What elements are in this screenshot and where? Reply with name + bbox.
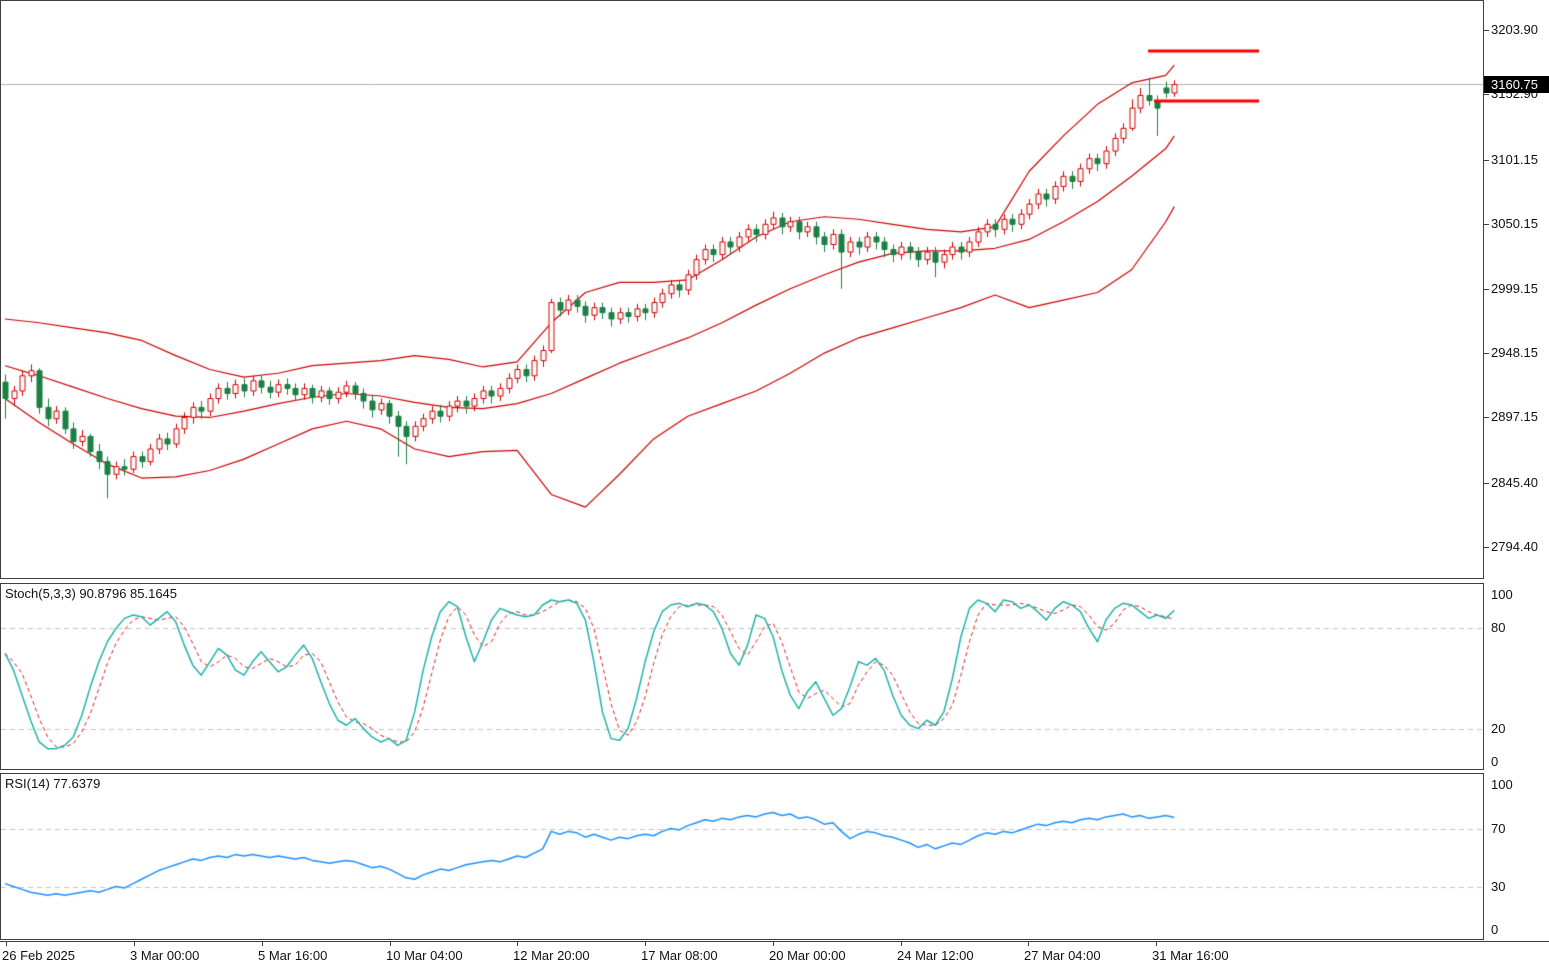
- price-axis-tick: [1484, 353, 1489, 354]
- rsi-axis-tick-label: 70: [1491, 821, 1506, 836]
- main-chart-panel[interactable]: [0, 0, 1484, 579]
- stochastic-axis-tick-label: 80: [1491, 620, 1506, 635]
- time-axis-tick-label: 24 Mar 12:00: [897, 948, 974, 963]
- time-axis-tick-label: 27 Mar 04:00: [1024, 948, 1101, 963]
- time-axis[interactable]: 26 Feb 2025 3 Mar 00:00 5 Mar 16:00 10 Mar …: [0, 941, 1549, 966]
- price-axis-tick-label: 2794.40: [1491, 539, 1538, 554]
- price-axis-tick-label: 2999.15: [1491, 281, 1538, 296]
- rsi-axis-tick-label: 30: [1491, 879, 1506, 894]
- price-axis-tick: [1484, 547, 1489, 548]
- stochastic-axis-tick-label: 100: [1491, 587, 1513, 602]
- rsi-canvas[interactable]: [1, 774, 1483, 939]
- time-axis-tick-label: 12 Mar 20:00: [513, 948, 590, 963]
- time-axis-tick: [262, 942, 263, 946]
- time-axis-tick: [517, 942, 518, 946]
- time-axis-tick: [645, 942, 646, 946]
- time-axis-tick: [901, 942, 902, 946]
- price-axis-tick-label: 3101.15: [1491, 152, 1538, 167]
- time-axis-tick-label: 20 Mar 00:00: [769, 948, 846, 963]
- time-axis-tick-label: 17 Mar 08:00: [641, 948, 718, 963]
- price-axis-tick-label: 3203.90: [1491, 22, 1538, 37]
- time-axis-tick-label: 5 Mar 16:00: [258, 948, 328, 963]
- price-axis-tick: [1484, 224, 1489, 225]
- stochastic-axis-tick-label: 0: [1491, 754, 1499, 769]
- rsi-panel[interactable]: RSI(14) 77.6379: [0, 773, 1484, 940]
- rsi-indicator-label: RSI(14) 77.6379: [5, 776, 101, 791]
- price-axis-tick: [1484, 94, 1489, 95]
- time-axis-tick: [6, 942, 7, 946]
- time-axis-tick: [390, 942, 391, 946]
- price-axis-tick-label: 2845.40: [1491, 475, 1538, 490]
- price-axis-tick-label: 3050.15: [1491, 216, 1538, 231]
- price-axis-tick: [1484, 417, 1489, 418]
- rsi-axis-tick-label: 100: [1491, 777, 1513, 792]
- price-axis-tick: [1484, 160, 1489, 161]
- price-axis-tick-label: 2897.15: [1491, 409, 1538, 424]
- price-axis-tick: [1484, 289, 1489, 290]
- stochastic-panel[interactable]: Stoch(5,3,3) 90.8796 85.1645: [0, 583, 1484, 770]
- stochastic-indicator-label: Stoch(5,3,3) 90.8796 85.1645: [5, 586, 178, 601]
- rsi-axis-tick-label: 0: [1491, 922, 1499, 937]
- stochastic-canvas[interactable]: [1, 584, 1483, 769]
- time-axis-tick: [1028, 942, 1029, 946]
- current-price-tag: 3160.75: [1484, 76, 1549, 93]
- time-axis-tick: [1156, 942, 1157, 946]
- main-chart-canvas[interactable]: [1, 1, 1483, 578]
- time-axis-tick: [773, 942, 774, 946]
- time-axis-tick-label: 10 Mar 04:00: [386, 948, 463, 963]
- time-axis-tick-label: 31 Mar 16:00: [1152, 948, 1229, 963]
- time-axis-tick-label: 3 Mar 00:00: [130, 948, 200, 963]
- price-axis-tick-label: 2948.15: [1491, 345, 1538, 360]
- time-axis-tick-label: 26 Feb 2025: [2, 948, 76, 963]
- price-axis[interactable]: 3160.75 3203.90 3152.90 3101.15 3050.15 2999…: [1484, 0, 1549, 940]
- price-axis-tick: [1484, 30, 1489, 31]
- time-axis-tick: [134, 942, 135, 946]
- stochastic-axis-tick-label: 20: [1491, 721, 1506, 736]
- price-axis-tick: [1484, 483, 1489, 484]
